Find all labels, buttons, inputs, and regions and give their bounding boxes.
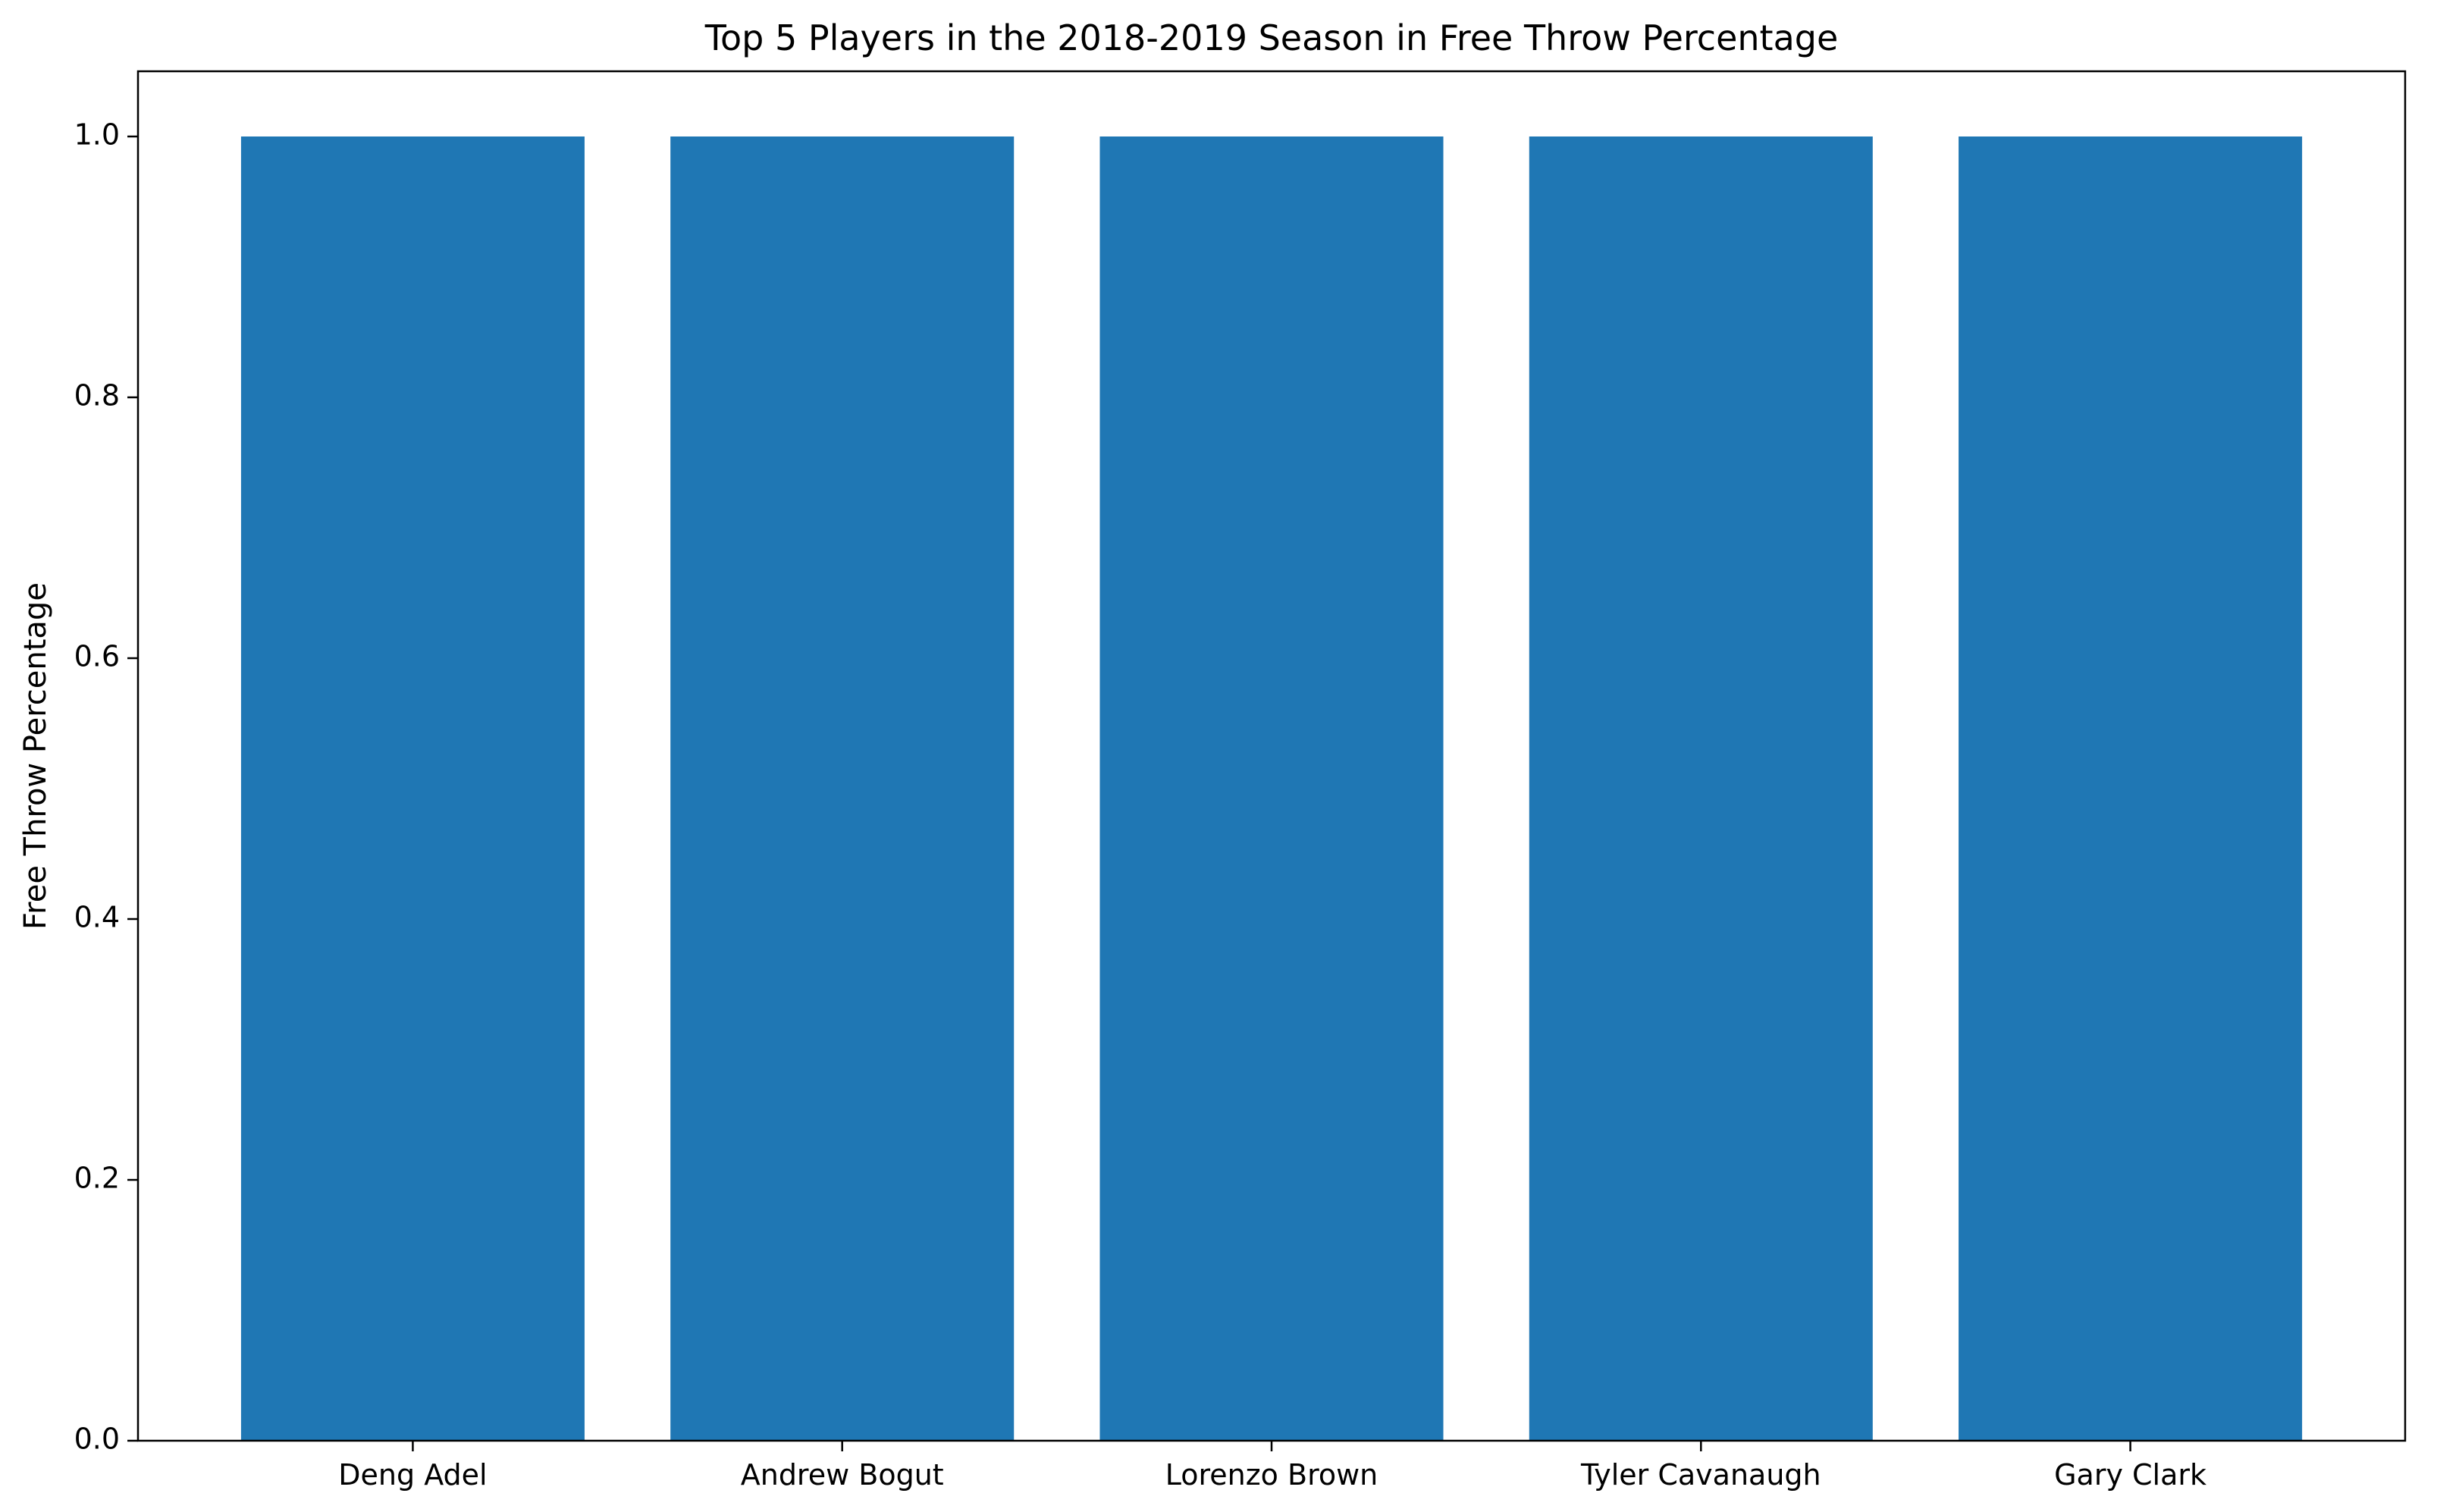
x-tick-label: Tyler Cavanaugh bbox=[1580, 1458, 1821, 1492]
plot-frame bbox=[136, 70, 2407, 1442]
y-tick-label: 0.8 bbox=[74, 379, 120, 413]
y-axis-ticks: 0.0 0.2 0.4 0.6 0.8 1.0 bbox=[74, 118, 138, 1456]
x-tick-label: Gary Clark bbox=[2054, 1458, 2206, 1492]
bar-tyler-cavanaugh bbox=[1529, 136, 1873, 1441]
x-tick-label: Andrew Bogut bbox=[741, 1458, 944, 1492]
bar-lorenzo-brown bbox=[1099, 136, 1444, 1441]
y-tick-label: 0.6 bbox=[74, 640, 120, 673]
y-tick-label: 0.2 bbox=[74, 1162, 120, 1195]
y-tick-label: 1.0 bbox=[74, 118, 120, 152]
x-tick-label: Deng Adel bbox=[338, 1458, 487, 1492]
bar-gary-clark bbox=[1959, 136, 2303, 1441]
y-tick-label: 0.4 bbox=[74, 901, 120, 934]
bar-deng-adel bbox=[240, 136, 585, 1441]
x-tick-label: Lorenzo Brown bbox=[1165, 1458, 1378, 1492]
bars bbox=[240, 136, 2303, 1441]
chart-title: Top 5 Players in the 2018-2019 Season in… bbox=[704, 17, 1839, 58]
bar-andrew-bogut bbox=[670, 136, 1015, 1441]
y-tick-label: 0.0 bbox=[74, 1423, 120, 1456]
y-axis-label: Free Throw Percentage bbox=[18, 582, 53, 930]
x-axis-ticks: Deng Adel Andrew Bogut Lorenzo Brown Tyler … bbox=[338, 1441, 2206, 1492]
